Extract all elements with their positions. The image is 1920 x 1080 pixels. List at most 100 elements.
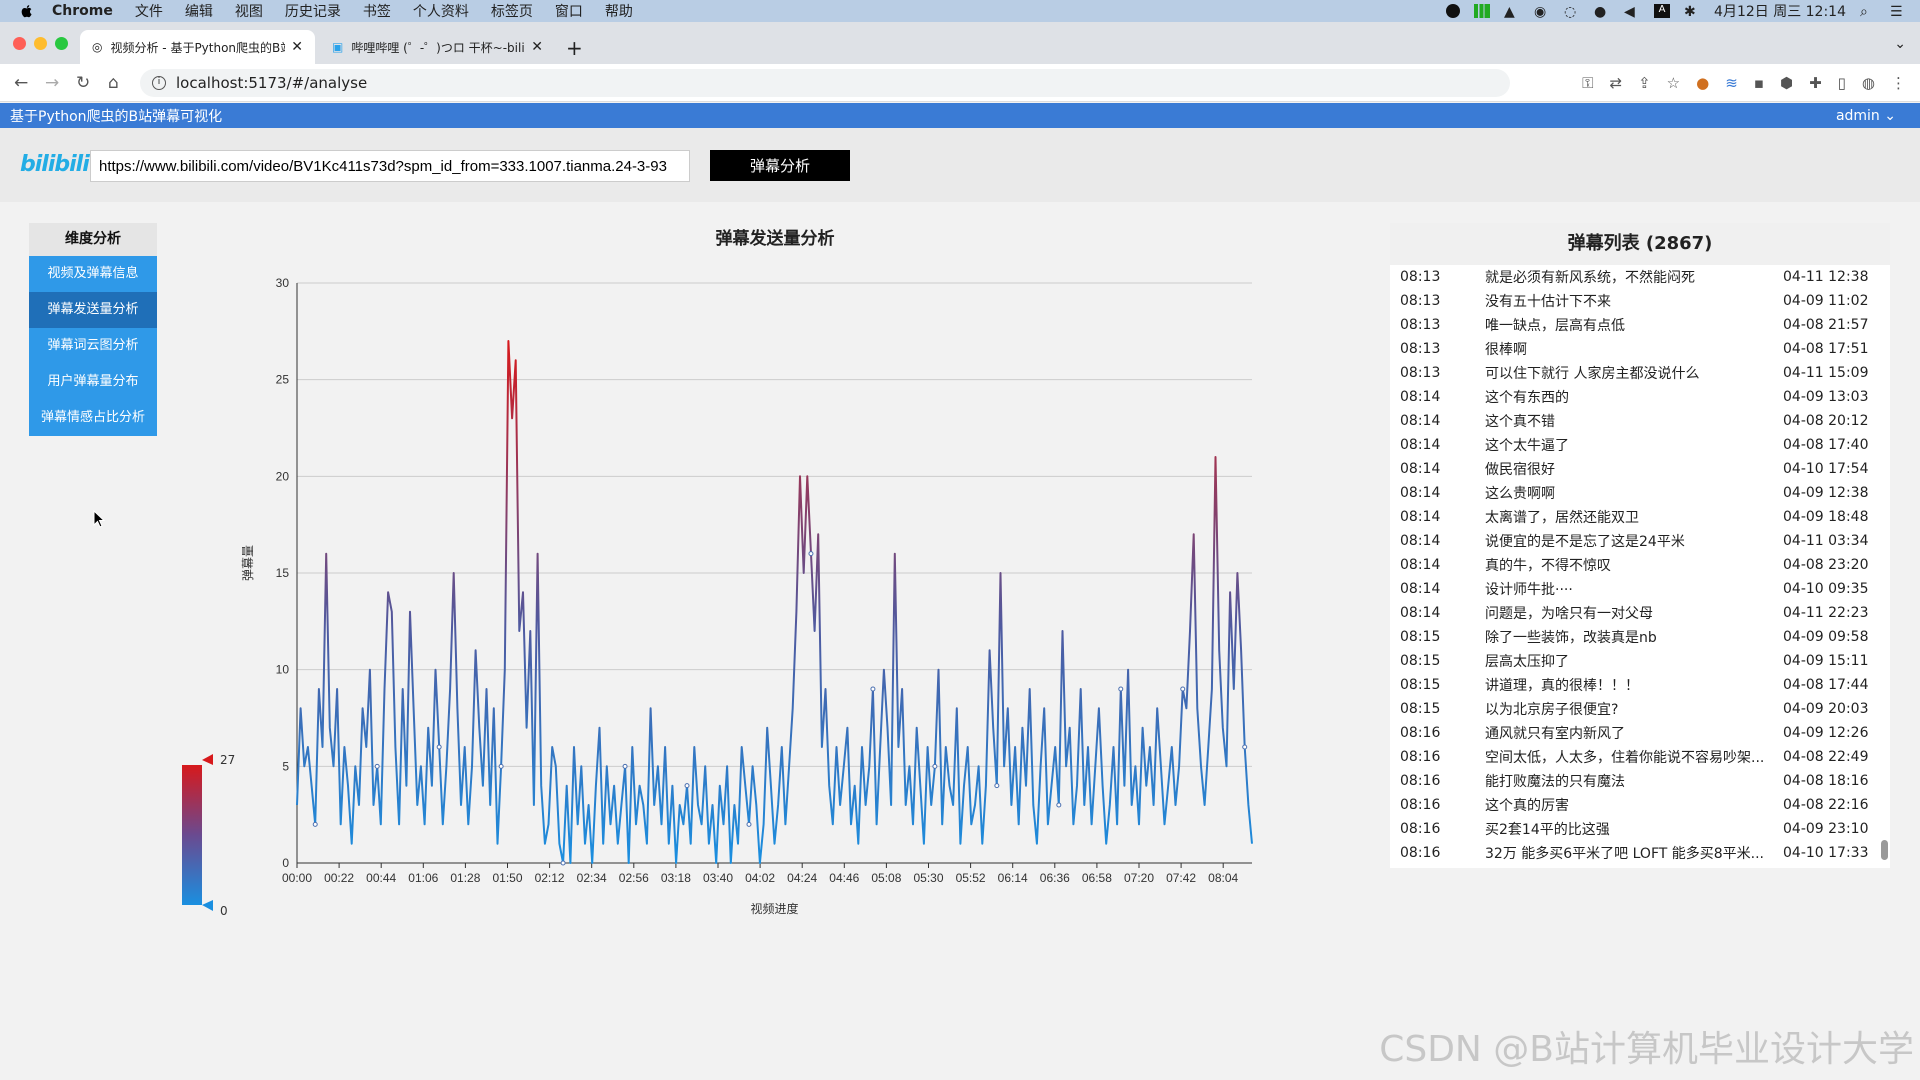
share-icon[interactable]: ⇪ xyxy=(1638,74,1651,92)
new-tab-icon[interactable]: + xyxy=(566,36,583,60)
address-bar[interactable]: i localhost:5173/#/analyse xyxy=(140,69,1510,97)
danmu-time: 08:16 xyxy=(1400,845,1441,861)
data-point xyxy=(808,551,814,557)
browser-tab-bilibili[interactable]: ▣ 哔哩哔哩 (゜-゜)つロ 干杯~-bilibili ✕ xyxy=(320,30,555,64)
x-tick-label: 05:30 xyxy=(913,871,943,885)
back-icon[interactable]: ← xyxy=(14,73,29,93)
danmu-content: 这个太牛逼了 xyxy=(1485,438,1569,454)
browser-tab-strip: ◎ 视频分析 - 基于Python爬虫的B站 ✕ ▣ 哔哩哔哩 (゜-゜)つロ … xyxy=(0,22,1920,64)
mountain-icon[interactable]: ▲ xyxy=(1504,4,1515,20)
puzzle-icon[interactable]: ✚ xyxy=(1809,74,1822,92)
network-icon[interactable]: ◉ xyxy=(1534,4,1547,20)
data-point xyxy=(622,763,628,769)
user-menu[interactable]: admin ⌄ xyxy=(1836,108,1896,124)
data-point xyxy=(932,763,938,769)
danmu-row: 08:14 这个太牛逼了 04-08 17:40 xyxy=(1390,433,1880,457)
home-icon[interactable]: ⌂ xyxy=(108,73,119,93)
wechat-icon[interactable]: ● xyxy=(1594,4,1607,20)
info-icon[interactable]: i xyxy=(152,76,166,90)
danmu-content: 很棒啊 xyxy=(1485,342,1527,358)
sidebar-item-wordcloud[interactable]: 弹幕词云图分析 xyxy=(47,338,139,353)
menu-tabs[interactable]: 标签页 xyxy=(490,4,533,20)
menu-history[interactable]: 历史记录 xyxy=(284,4,341,20)
more-menu-icon[interactable]: ⋮ xyxy=(1891,74,1906,92)
danmu-time: 08:14 xyxy=(1400,461,1441,477)
bluetooth-icon[interactable]: ✱ xyxy=(1684,4,1696,20)
spotlight-icon[interactable]: ⌕ xyxy=(1860,4,1868,20)
sidebar-title: 维度分析 xyxy=(29,223,157,256)
menu-window[interactable]: 窗口 xyxy=(554,4,583,20)
input-method-icon[interactable]: A xyxy=(1654,4,1671,18)
x-tick-label: 01:06 xyxy=(408,871,438,885)
danmu-time: 08:13 xyxy=(1400,365,1441,381)
danmu-date: 04-08 22:49 xyxy=(1783,749,1869,765)
sidebar-item-send-volume[interactable]: 弹幕发送量分析 xyxy=(29,292,157,328)
toolbar-actions: ⚿ ⇄ ⇪ ☆ ● ≋ ▪ ⬢ ✚ ▯ ◍ ⋮ xyxy=(1582,74,1906,92)
extension-3-icon[interactable]: ▪ xyxy=(1753,74,1764,92)
volume-icon[interactable]: ◀ xyxy=(1624,4,1635,20)
menu-profile[interactable]: 个人资料 xyxy=(412,4,469,20)
mouse-cursor-icon xyxy=(93,510,105,528)
menu-app-chrome[interactable]: Chrome xyxy=(52,3,113,19)
video-search-bar: bilibili 弹幕分析 xyxy=(0,128,1920,202)
danmu-content: 32万 能多买6平米了吧 LOFT 能多买8平米... xyxy=(1485,846,1765,862)
danmu-content: 空间太低，人太多，住着你能说不容易吵架... xyxy=(1485,750,1765,766)
danmu-time: 08:16 xyxy=(1400,797,1441,813)
y-tick-label: 25 xyxy=(276,373,290,387)
reload-icon[interactable]: ↻ xyxy=(76,73,91,93)
danmu-list-scrollbar[interactable] xyxy=(1881,269,1888,864)
danmu-content: 通风就只有室内新风了 xyxy=(1485,726,1625,742)
zoom-window-icon[interactable] xyxy=(55,37,68,50)
danmu-row: 08:13 唯一缺点，层高有点低 04-08 21:57 xyxy=(1390,313,1880,337)
danmu-row: 08:14 真的牛，不得不惊叹 04-08 23:20 xyxy=(1390,553,1880,577)
video-url-input[interactable] xyxy=(90,150,690,182)
sidebar-item-sentiment[interactable]: 弹幕情感占比分析 xyxy=(40,410,145,425)
signal-icon[interactable] xyxy=(1474,4,1491,18)
danmu-date: 04-09 12:26 xyxy=(1783,725,1869,741)
scrollbar-thumb[interactable] xyxy=(1881,840,1888,860)
control-center-icon[interactable]: ☰ xyxy=(1890,4,1903,20)
forward-icon[interactable]: → xyxy=(45,73,60,93)
danmu-row: 08:16 空间太低，人太多，住着你能说不容易吵架... 04-08 22:49 xyxy=(1390,745,1880,769)
menu-file[interactable]: 文件 xyxy=(134,4,163,20)
record-icon[interactable] xyxy=(1446,4,1461,18)
minimize-window-icon[interactable] xyxy=(34,37,47,50)
close-tab-icon[interactable]: ✕ xyxy=(531,39,543,55)
menubar-clock[interactable]: 4月12日 周三 12:14 xyxy=(1714,4,1846,20)
x-tick-label: 05:08 xyxy=(871,871,901,885)
bilibili-logo: bilibili xyxy=(20,152,90,177)
menu-help[interactable]: 帮助 xyxy=(604,4,633,20)
menu-bookmarks[interactable]: 书签 xyxy=(362,4,391,20)
sidebar-item-user-distribution[interactable]: 用户弹幕量分布 xyxy=(47,374,139,389)
extension-4-icon[interactable]: ⬢ xyxy=(1779,74,1794,92)
sidebar-item-video-info[interactable]: 视频及弹幕信息 xyxy=(47,266,139,281)
extension-2-icon[interactable]: ≋ xyxy=(1725,74,1738,92)
danmu-row: 08:14 做民宿很好 04-10 17:54 xyxy=(1390,457,1880,481)
danmu-content: 说便宜的是不是忘了这是24平米 xyxy=(1485,534,1685,550)
star-icon[interactable]: ☆ xyxy=(1666,74,1681,92)
x-tick-label: 01:28 xyxy=(450,871,480,885)
x-tick-label: 07:20 xyxy=(1124,871,1154,885)
danmu-time: 08:14 xyxy=(1400,557,1441,573)
close-window-icon[interactable] xyxy=(13,37,26,50)
chevron-down-icon[interactable]: ⌄ xyxy=(1894,36,1906,52)
danmu-list-title: 弹幕列表 (2867) xyxy=(1390,223,1890,265)
analyse-button[interactable]: 弹幕分析 xyxy=(710,150,850,181)
key-icon[interactable]: ⚿ xyxy=(1582,74,1594,92)
browser-tab-analyse[interactable]: ◎ 视频分析 - 基于Python爬虫的B站 ✕ xyxy=(80,30,315,64)
sidepanel-icon[interactable]: ▯ xyxy=(1837,74,1846,92)
danmu-row: 08:15 除了一些装饰，改装真是nb 04-09 09:58 xyxy=(1390,625,1880,649)
app-header: 基于Python爬虫的B站弹幕可视化 admin ⌄ xyxy=(0,103,1920,128)
profile-avatar-icon[interactable]: ◍ xyxy=(1861,74,1875,92)
apple-icon[interactable] xyxy=(20,4,34,18)
close-tab-icon[interactable]: ✕ xyxy=(291,39,303,55)
danmu-content: 层高太压抑了 xyxy=(1485,654,1569,670)
visual-map-min-label: 0 xyxy=(220,904,228,918)
danmu-date: 04-08 18:16 xyxy=(1783,773,1869,789)
extension-1-icon[interactable]: ● xyxy=(1696,74,1710,92)
menu-edit[interactable]: 编辑 xyxy=(184,4,213,20)
danmu-date: 04-08 17:51 xyxy=(1783,341,1869,357)
menu-view[interactable]: 视图 xyxy=(234,4,263,20)
translate-icon[interactable]: ⇄ xyxy=(1609,74,1623,92)
chat-icon[interactable]: ◌ xyxy=(1564,4,1577,20)
